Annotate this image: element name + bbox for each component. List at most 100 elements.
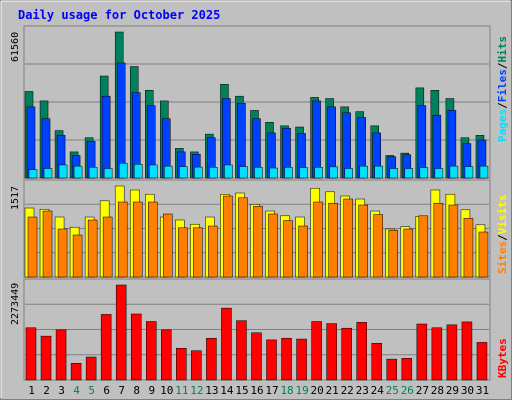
sites-bar-day-1 (27, 216, 38, 278)
sites-bar-day-7 (117, 201, 128, 278)
kbytes-bar-day-5 (85, 356, 97, 381)
x-tick-label-day-10: 10 (160, 384, 173, 397)
pages-bar-day-21 (329, 166, 338, 179)
kbytes-bar-day-13 (206, 337, 217, 381)
pages-bar-day-22 (344, 168, 353, 179)
x-axis: 1 2 3 4 5 6 7 8 9 10 11 12 13 14 15 16 17 18 19 20 21 22 23 24 2… (28, 384, 489, 397)
kbytes-bar-day-28 (431, 327, 443, 381)
pages-bar-day-17 (269, 167, 278, 179)
x-tick-label-day-9: 9 (148, 384, 155, 397)
x-tick-label-day-23: 23 (356, 384, 369, 397)
pages-bar-day-29 (449, 165, 459, 179)
kbytes-bar-day-16 (251, 332, 262, 381)
kbytes-bar-day-15 (236, 320, 247, 381)
chart-title: Daily usage for October 2025 (18, 8, 220, 22)
sites-bar-day-20 (313, 201, 323, 278)
kbytes-bar-day-3 (55, 329, 67, 381)
sites-bar-day-4 (72, 234, 83, 278)
kbytes-bar-day-10 (161, 329, 172, 381)
bottom-legend: KBytes (496, 338, 509, 378)
x-tick-label-day-31: 31 (476, 384, 489, 397)
sites-bar-day-10 (163, 213, 173, 278)
bottom-max-label: 2273449 (10, 283, 21, 325)
sites-bar-day-6 (102, 216, 113, 278)
kbytes-bar-day-7 (115, 284, 127, 381)
sites-bar-day-28 (433, 202, 444, 278)
x-tick-label-day-1: 1 (28, 384, 35, 397)
sites-bar-day-14 (223, 195, 233, 278)
x-tick-label-day-7: 7 (118, 384, 125, 397)
x-tick-label-day-22: 22 (341, 384, 354, 397)
kbytes-bar-day-22 (341, 327, 352, 381)
pages-bar-day-15 (239, 166, 248, 179)
middle-max-label: 1517 (10, 186, 21, 210)
pages-bar-day-12 (194, 166, 203, 179)
x-tick-label-day-21: 21 (326, 384, 339, 397)
kbytes-bar-day-12 (191, 350, 202, 381)
sites-bar-day-18 (283, 220, 293, 278)
pages-bar-day-16 (254, 167, 263, 179)
sites-bar-day-16 (253, 205, 263, 278)
kbytes-bar-day-27 (416, 323, 428, 381)
legend-sites: Sites (496, 241, 509, 274)
kbytes-bar-day-25 (386, 358, 398, 381)
x-tick-label-day-12: 12 (190, 384, 203, 397)
x-tick-label-day-27: 27 (416, 384, 429, 397)
pages-bar-day-31 (479, 165, 489, 179)
kbytes-bar-day-20 (311, 321, 322, 381)
bars-layer (24, 31, 489, 381)
x-tick-label-day-20: 20 (311, 384, 324, 397)
x-tick-label-day-26: 26 (401, 384, 414, 397)
kbytes-bar-day-2 (40, 335, 52, 381)
pages-bar-day-13 (209, 167, 218, 179)
pages-bar-day-11 (179, 166, 188, 179)
middle-legend: Sites/Visits (496, 195, 509, 275)
kbytes-bar-day-21 (326, 323, 337, 381)
kbytes-bar-day-11 (176, 347, 187, 381)
kbytes-bar-day-19 (296, 338, 307, 381)
sites-bar-day-8 (132, 201, 143, 278)
pages-bar-day-14 (224, 164, 233, 179)
pages-bar-day-25 (389, 168, 399, 179)
x-tick-label-day-16: 16 (250, 384, 263, 397)
kbytes-bar-day-24 (371, 342, 382, 381)
files-bar-day-7 (116, 62, 126, 179)
kbytes-bar-day-9 (146, 321, 157, 381)
kbytes-bar-day-1 (25, 327, 37, 381)
x-tick-label-day-18: 18 (280, 384, 293, 397)
kbytes-bar-day-31 (476, 342, 488, 381)
kbytes-bar-day-29 (446, 324, 458, 381)
legend-sep-1: / (496, 102, 509, 109)
top-max-label: 61560 (10, 32, 21, 62)
sites-bar-day-29 (448, 204, 459, 278)
legend-pages: Pages (496, 109, 509, 142)
pages-bar-day-4 (73, 165, 83, 179)
x-tick-label-day-30: 30 (461, 384, 474, 397)
files-bar-day-1 (26, 106, 36, 179)
pages-bar-day-30 (464, 166, 474, 179)
x-tick-label-day-29: 29 (446, 384, 459, 397)
legend-sep-3: / (496, 234, 509, 241)
x-tick-label-day-28: 28 (431, 384, 444, 397)
pages-bar-day-2 (43, 168, 53, 179)
pages-bar-day-7 (118, 163, 128, 179)
x-tick-label-day-8: 8 (133, 384, 140, 397)
kbytes-bar-day-23 (356, 322, 367, 381)
x-tick-label-day-24: 24 (371, 384, 385, 397)
sites-bar-day-27 (418, 215, 429, 278)
sites-bar-day-19 (298, 225, 308, 278)
sites-bar-day-30 (463, 217, 474, 278)
x-tick-label-day-25: 25 (386, 384, 399, 397)
pages-bar-day-6 (103, 168, 113, 179)
x-tick-label-day-2: 2 (43, 384, 50, 397)
pages-bar-day-8 (133, 163, 143, 179)
kbytes-bar-day-6 (100, 314, 112, 381)
files-bar-day-20 (312, 100, 321, 179)
pages-bar-day-5 (88, 167, 98, 179)
pages-bar-day-10 (164, 165, 173, 179)
legend-hits: Hits (496, 36, 509, 63)
sites-bar-day-21 (328, 202, 338, 278)
pages-bar-day-26 (404, 168, 414, 179)
kbytes-bar-day-30 (461, 321, 473, 381)
